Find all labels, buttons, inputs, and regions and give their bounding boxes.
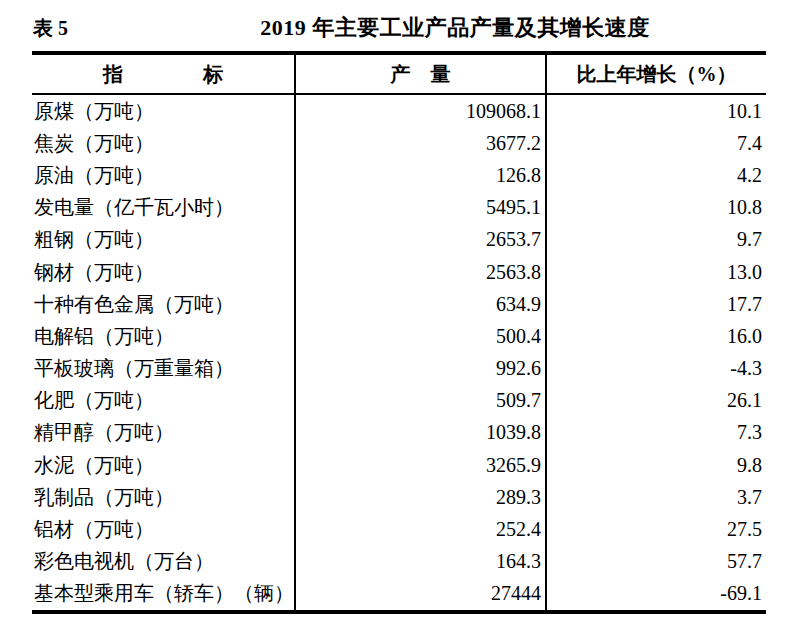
indicator-cell: 原油（万吨） <box>32 159 296 191</box>
growth-value-cell: 16.0 <box>547 320 766 352</box>
table-header-row: 指 标 产 量 比上年增长（%） <box>32 55 766 95</box>
column-header-indicator: 指 标 <box>32 55 296 93</box>
output-value-cell: 509.7 <box>296 385 547 417</box>
indicator-cell: 钢材（万吨） <box>32 256 296 288</box>
table-row: 电解铝（万吨） 500.4 16.0 <box>32 320 766 352</box>
table-row: 钢材（万吨） 2563.8 13.0 <box>32 256 766 288</box>
indicator-cell: 铝材（万吨） <box>32 513 296 545</box>
indicator-cell: 精甲醇（万吨） <box>32 417 296 449</box>
output-value-cell: 2563.8 <box>296 256 547 288</box>
indicator-cell: 粗钢（万吨） <box>32 224 296 256</box>
growth-value-cell: 7.3 <box>547 417 766 449</box>
indicator-cell: 基本型乘用车（轿车）（辆） <box>32 578 296 610</box>
indicator-cell: 发电量（亿千瓦小时） <box>32 192 296 224</box>
growth-value-cell: 7.4 <box>547 127 766 159</box>
table-row: 基本型乘用车（轿车）（辆） 27444 -69.1 <box>32 578 766 610</box>
output-value-cell: 5495.1 <box>296 192 547 224</box>
column-header-growth: 比上年增长（%） <box>547 55 766 93</box>
growth-value-cell: 9.7 <box>547 224 766 256</box>
growth-value-cell: 3.7 <box>547 481 766 513</box>
growth-value-cell: 4.2 <box>547 159 766 191</box>
table-row: 乳制品（万吨） 289.3 3.7 <box>32 481 766 513</box>
output-value-cell: 109068.1 <box>296 95 547 127</box>
growth-value-cell: 26.1 <box>547 385 766 417</box>
growth-value-cell: 10.8 <box>547 192 766 224</box>
document-page: 表 5 2019 年主要工业产品产量及其增长速度 指 标 产 量 比上年增长（%… <box>0 0 800 634</box>
output-value-cell: 3677.2 <box>296 127 547 159</box>
table-row: 十种有色金属（万吨） 634.9 17.7 <box>32 288 766 320</box>
growth-value-cell: 13.0 <box>547 256 766 288</box>
table-body: 原煤（万吨） 109068.1 10.1 焦炭（万吨） 3677.2 7.4 原… <box>32 95 766 610</box>
growth-value-cell: -69.1 <box>547 578 766 610</box>
output-value-cell: 3265.9 <box>296 449 547 481</box>
indicator-cell: 水泥（万吨） <box>32 449 296 481</box>
output-value-cell: 252.4 <box>296 513 547 545</box>
indicator-cell: 化肥（万吨） <box>32 385 296 417</box>
table-row: 粗钢（万吨） 2653.7 9.7 <box>32 224 766 256</box>
table-row: 彩色电视机（万台） 164.3 57.7 <box>32 546 766 578</box>
output-value-cell: 164.3 <box>296 546 547 578</box>
output-value-cell: 126.8 <box>296 159 547 191</box>
document-header: 表 5 2019 年主要工业产品产量及其增长速度 <box>32 12 766 44</box>
table-row: 原油（万吨） 126.8 4.2 <box>32 159 766 191</box>
table-row: 精甲醇（万吨） 1039.8 7.3 <box>32 417 766 449</box>
indicator-cell: 焦炭（万吨） <box>32 127 296 159</box>
indicator-cell: 电解铝（万吨） <box>32 320 296 352</box>
table-row: 原煤（万吨） 109068.1 10.1 <box>32 95 766 127</box>
industrial-output-table: 指 标 产 量 比上年增长（%） 原煤（万吨） 109068.1 10.1 焦炭… <box>32 51 766 614</box>
table-row: 水泥（万吨） 3265.9 9.8 <box>32 449 766 481</box>
growth-value-cell: 17.7 <box>547 288 766 320</box>
indicator-cell: 平板玻璃（万重量箱） <box>32 353 296 385</box>
output-value-cell: 634.9 <box>296 288 547 320</box>
indicator-cell: 乳制品（万吨） <box>32 481 296 513</box>
growth-value-cell: 27.5 <box>547 513 766 545</box>
growth-value-cell: -4.3 <box>547 353 766 385</box>
growth-value-cell: 10.1 <box>547 95 766 127</box>
table-row: 铝材（万吨） 252.4 27.5 <box>32 513 766 545</box>
table-label: 表 5 <box>33 15 68 42</box>
growth-value-cell: 9.8 <box>547 449 766 481</box>
table-row: 平板玻璃（万重量箱） 992.6 -4.3 <box>32 353 766 385</box>
table-row: 发电量（亿千瓦小时） 5495.1 10.8 <box>32 192 766 224</box>
table-row: 化肥（万吨） 509.7 26.1 <box>32 385 766 417</box>
indicator-cell: 原煤（万吨） <box>32 95 296 127</box>
growth-value-cell: 57.7 <box>547 546 766 578</box>
output-value-cell: 289.3 <box>296 481 547 513</box>
output-value-cell: 992.6 <box>296 353 547 385</box>
indicator-cell: 彩色电视机（万台） <box>32 546 296 578</box>
indicator-cell: 十种有色金属（万吨） <box>32 288 296 320</box>
output-value-cell: 2653.7 <box>296 224 547 256</box>
column-header-output: 产 量 <box>296 55 547 93</box>
table-row: 焦炭（万吨） 3677.2 7.4 <box>32 127 766 159</box>
output-value-cell: 27444 <box>296 578 547 610</box>
output-value-cell: 500.4 <box>296 320 547 352</box>
output-value-cell: 1039.8 <box>296 417 547 449</box>
page-title: 2019 年主要工业产品产量及其增长速度 <box>144 13 766 43</box>
